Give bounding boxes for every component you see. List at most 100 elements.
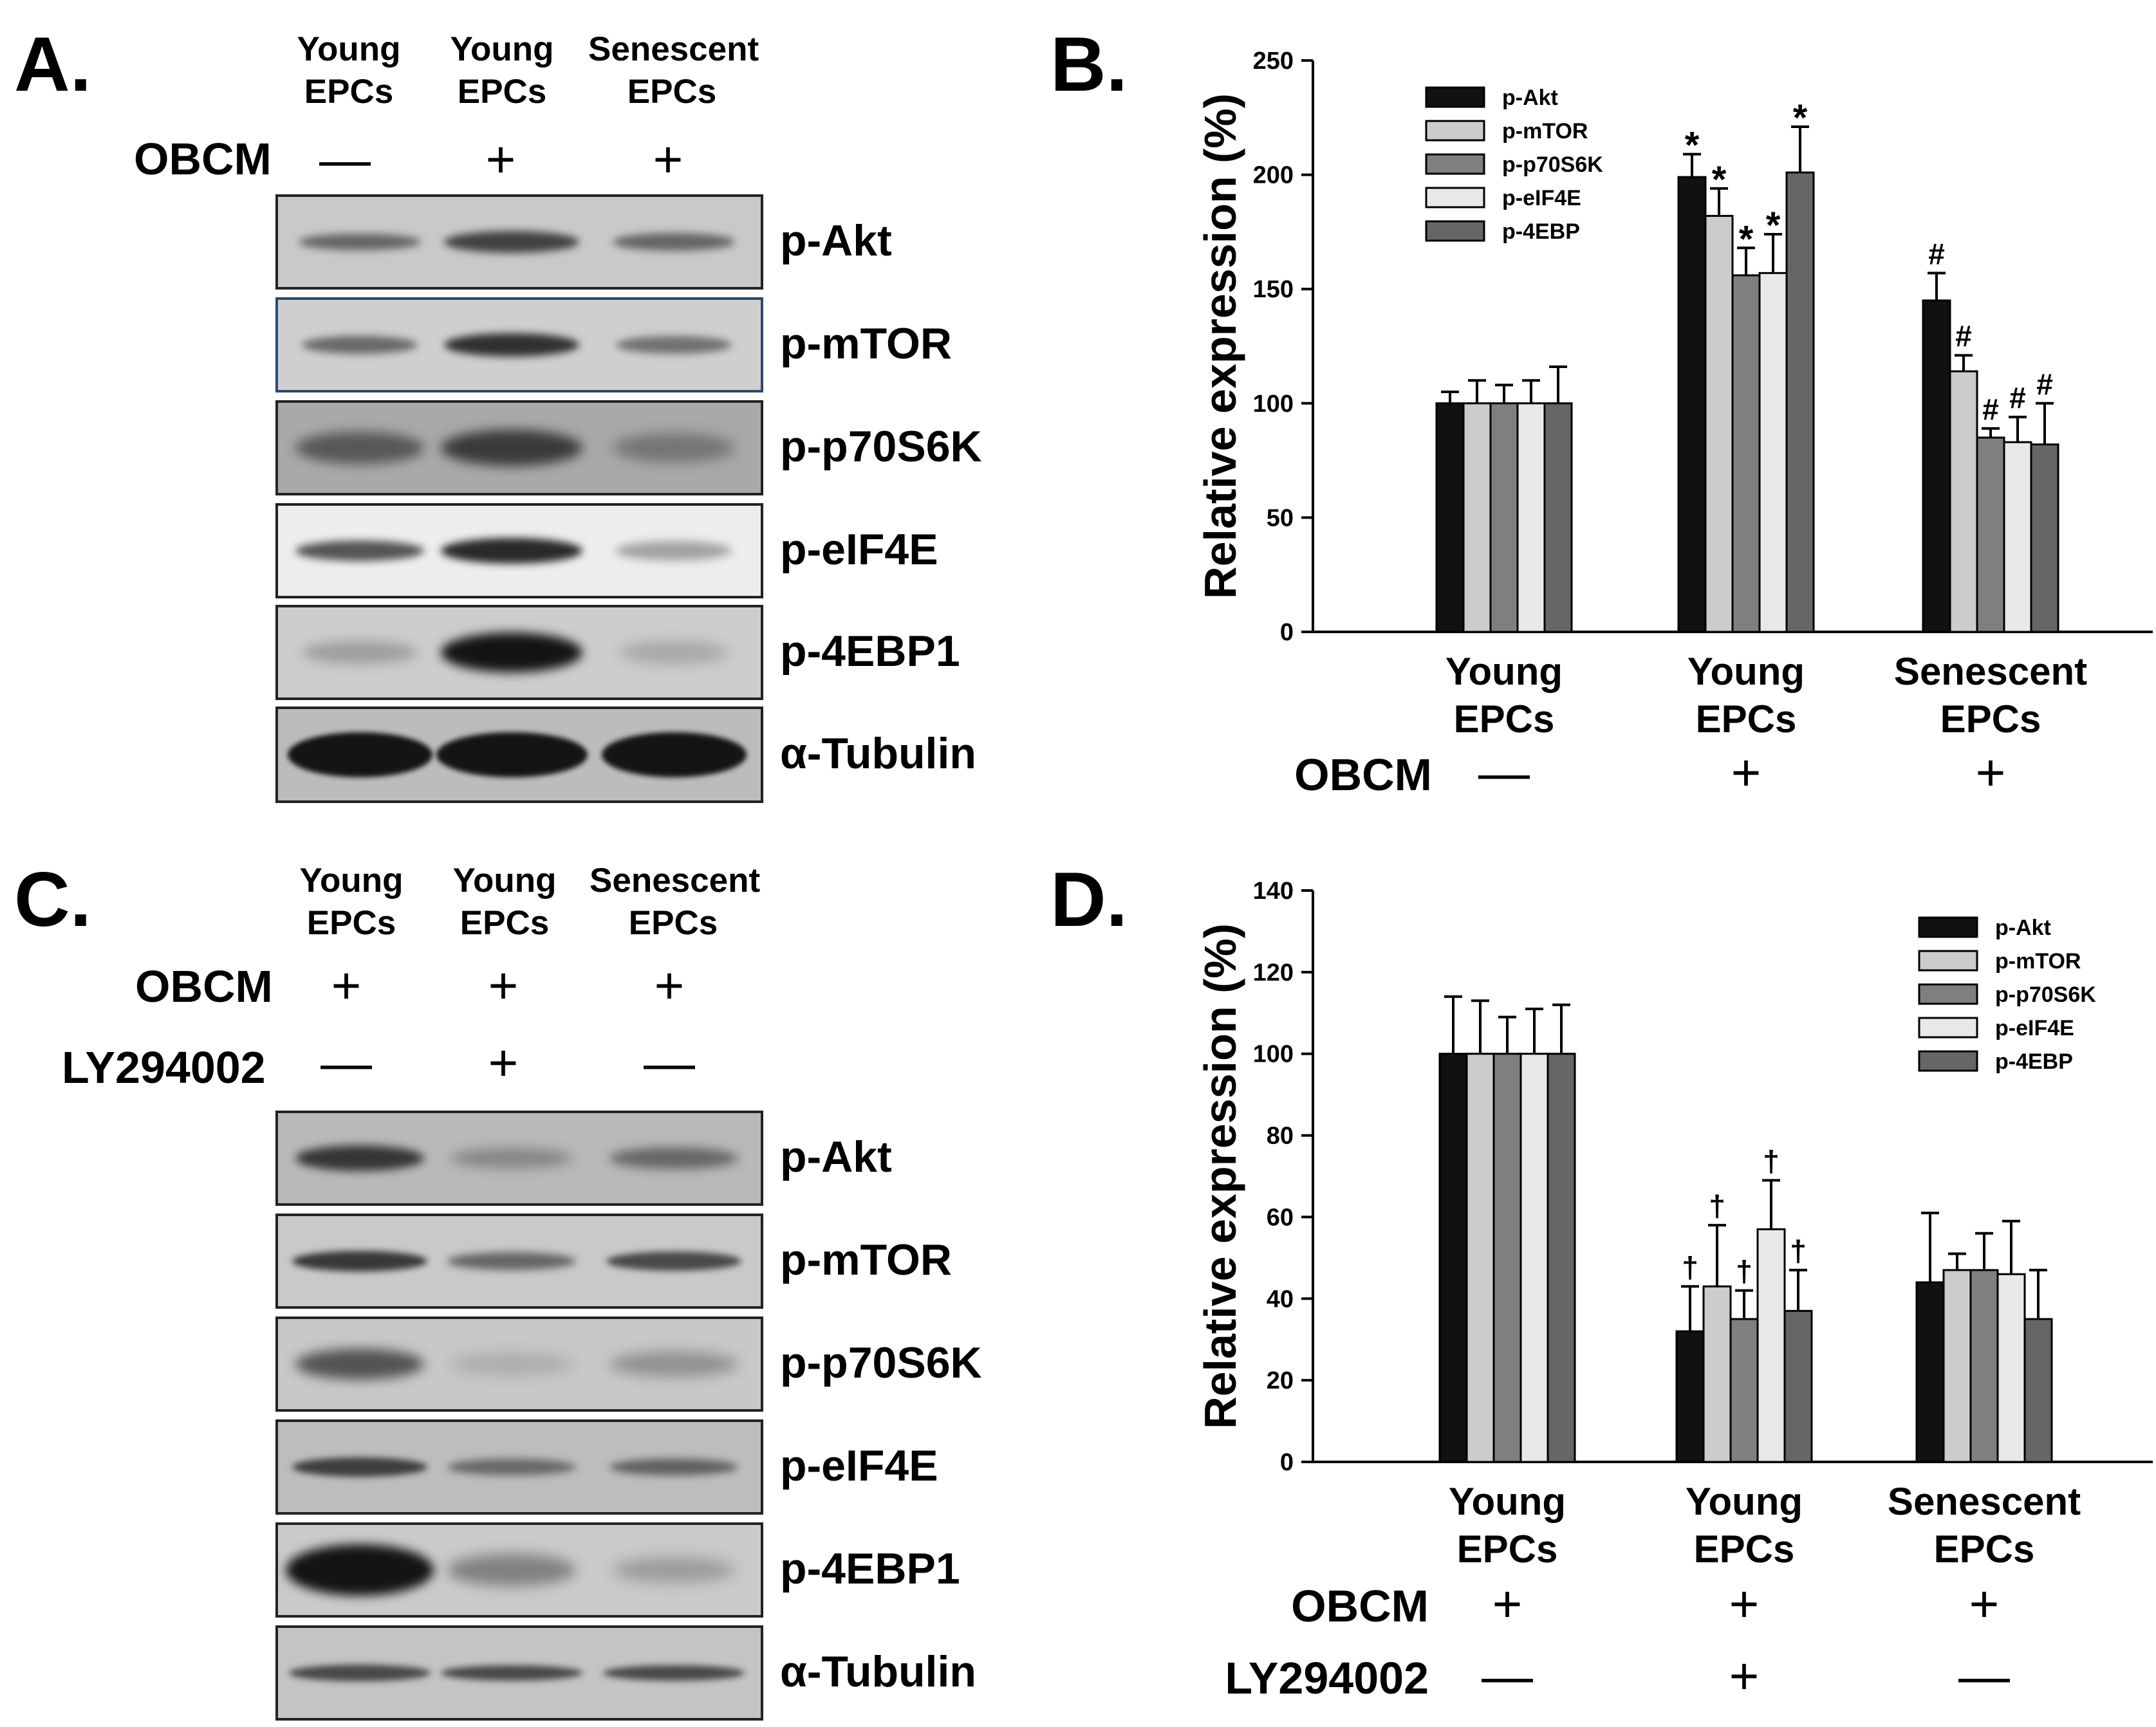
treatment-sign: + <box>1969 1575 2000 1632</box>
legend-label: p-4EBP <box>1995 1049 2073 1074</box>
blot-strip-c-3 <box>275 1316 763 1412</box>
treatment-sign: — <box>1958 1647 2010 1704</box>
bar <box>1489 402 1519 633</box>
bar <box>1547 1053 1576 1463</box>
panel-a-obcm-label: OBCM <box>134 134 272 184</box>
y-tick-label: 200 <box>1253 162 1294 189</box>
blot-strip-a-3 <box>275 400 763 495</box>
bar <box>2023 1318 2053 1463</box>
bar <box>1729 1318 1759 1463</box>
blot-label-c-1: p-Akt <box>780 1132 892 1181</box>
legend-swatch <box>1918 1050 1978 1072</box>
blot-band <box>619 641 729 664</box>
blot-strip-c-1 <box>275 1111 763 1206</box>
treatment-label: LY294002 <box>1225 1653 1429 1703</box>
treatment-sign: + <box>1976 744 2006 801</box>
panel-a-obcm-sign-2: + <box>485 131 516 188</box>
bar <box>1922 299 1951 633</box>
panel-a-obcm-sign-3: + <box>653 131 683 188</box>
blot-band <box>451 1353 573 1376</box>
bar <box>1949 370 1978 633</box>
bar <box>1462 402 1492 633</box>
significance-mark: # <box>2036 367 2053 401</box>
legend-label: p-mTOR <box>1502 119 1588 143</box>
bar <box>1783 1309 1813 1463</box>
treatment-sign: — <box>1478 744 1530 801</box>
bar <box>1915 1281 1945 1463</box>
blot-strip-a-1 <box>275 194 763 290</box>
significance-mark: * <box>1685 125 1700 167</box>
y-tick-label: 250 <box>1253 48 1294 75</box>
blot-band <box>286 1544 434 1596</box>
bar <box>1758 272 1788 633</box>
bar <box>1465 1053 1495 1463</box>
significance-mark: * <box>1793 97 1808 139</box>
y-tick-label: 0 <box>1280 1449 1294 1476</box>
bar <box>1516 402 1546 633</box>
blot-band <box>616 336 732 354</box>
category-label: EPCs <box>1940 697 2041 741</box>
blot-label-a-4: p-eIF4E <box>780 525 938 574</box>
legend-swatch <box>1918 1017 1978 1039</box>
legend-label: p-Akt <box>1995 916 2051 940</box>
significance-mark: † <box>1763 1144 1780 1178</box>
blot-band <box>299 234 421 250</box>
bar <box>1785 171 1815 633</box>
blot-band <box>609 1147 738 1169</box>
category-label: EPCs <box>1694 1528 1795 1571</box>
blot-band <box>302 336 418 354</box>
blot-band <box>441 538 582 564</box>
blot-band <box>603 1665 745 1681</box>
bar <box>1519 1053 1549 1463</box>
panel-c-ly-sign-1: — <box>321 1034 372 1091</box>
treatment-label: OBCM <box>1294 750 1432 800</box>
blot-strip-c-5 <box>275 1522 763 1618</box>
legend-label: p-p70S6K <box>1502 152 1603 177</box>
blot-label-c-6: α-Tubulin <box>780 1647 976 1696</box>
significance-mark: † <box>1682 1250 1698 1284</box>
legend-swatch <box>1425 120 1485 142</box>
blot-band <box>451 1148 573 1168</box>
y-tick-label: 100 <box>1253 1041 1294 1068</box>
lane-header-c-2: Young EPCs <box>452 862 557 942</box>
bar <box>1543 402 1573 633</box>
legend-swatch <box>1425 220 1485 242</box>
blot-strip-c-4 <box>275 1419 763 1515</box>
treatment-sign: + <box>1731 744 1761 801</box>
blot-band <box>292 1251 427 1271</box>
blot-label-a-3: p-p70S6K <box>780 422 982 471</box>
lane-header-c-3: Senescent EPCs <box>590 862 761 942</box>
y-tick-label: 140 <box>1253 878 1294 905</box>
blot-band <box>444 231 579 253</box>
blot-strip-a-6 <box>275 706 763 803</box>
blot-strip-a-4 <box>275 503 763 598</box>
blot-band <box>295 432 424 464</box>
y-tick-label: 150 <box>1253 276 1294 303</box>
blot-label-a-6: α-Tubulin <box>780 729 976 778</box>
treatment-sign: + <box>1729 1575 1760 1632</box>
bar <box>1756 1228 1786 1463</box>
legend-label: p-mTOR <box>1995 949 2081 974</box>
legend-swatch <box>1425 86 1485 108</box>
blot-label-a-5: p-4EBP1 <box>780 627 960 676</box>
y-tick-label: 20 <box>1267 1367 1294 1394</box>
significance-mark: # <box>1928 237 1945 270</box>
y-tick-label: 0 <box>1280 619 1294 646</box>
blot-band <box>441 430 582 466</box>
y-tick-label: 100 <box>1253 391 1294 418</box>
legend-swatch <box>1918 983 1978 1005</box>
blot-band <box>613 1557 735 1583</box>
bar <box>1996 1273 2026 1463</box>
bar <box>2003 441 2032 633</box>
y-tick-label: 60 <box>1267 1204 1294 1231</box>
legend-label: p-4EBP <box>1502 219 1580 244</box>
category-label: EPCs <box>1454 697 1555 741</box>
blot-strip-c-6 <box>275 1625 763 1721</box>
panel-label-a: A. <box>14 21 91 107</box>
legend-swatch <box>1918 916 1978 938</box>
blot-band <box>447 1554 576 1586</box>
legend-swatch <box>1425 153 1485 175</box>
y-tick-label: 80 <box>1267 1123 1294 1150</box>
category-label: EPCs <box>1457 1528 1558 1571</box>
significance-mark: # <box>2009 381 2026 414</box>
